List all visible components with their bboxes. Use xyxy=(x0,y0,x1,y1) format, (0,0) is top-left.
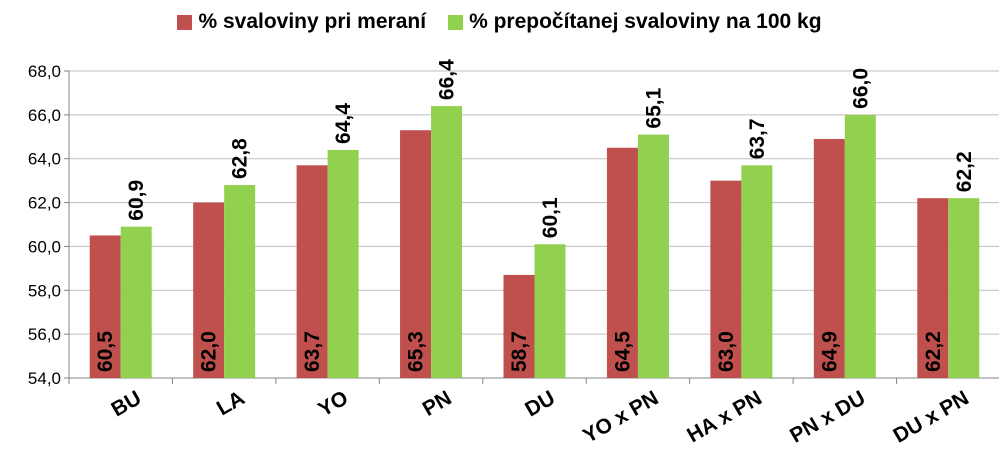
y-tick-label: 60,0 xyxy=(28,237,61,256)
data-label-series-2: 66,0 xyxy=(849,68,872,109)
legend-item-series-1: % svaloviny pri meraní xyxy=(177,10,426,34)
data-label-series-2: 62,2 xyxy=(953,151,976,192)
bar-series-2 xyxy=(534,244,566,378)
y-tick-label: 66,0 xyxy=(28,106,61,125)
x-tick-label: PN xyxy=(419,386,456,421)
x-tick-label: DU x PN xyxy=(890,386,973,447)
data-label-series-1: 62,2 xyxy=(922,331,945,372)
bar-series-2 xyxy=(120,226,152,378)
bar-series-1 xyxy=(193,202,225,378)
legend-swatch-series-2 xyxy=(448,14,464,30)
bar-series-1 xyxy=(813,138,845,378)
bar-series-2 xyxy=(741,165,773,378)
bar-series-1 xyxy=(917,198,949,378)
bar-series-2 xyxy=(431,106,463,378)
x-tick-label: PN x DU xyxy=(786,386,869,447)
data-label-series-2: 65,1 xyxy=(642,87,665,128)
data-label-series-2: 63,7 xyxy=(746,118,769,159)
data-label-series-1: 64,5 xyxy=(611,331,634,372)
data-label-series-1: 63,0 xyxy=(715,331,738,372)
legend-swatch-series-1 xyxy=(177,14,193,30)
bar-series-2 xyxy=(948,198,980,378)
data-label-series-1: 64,9 xyxy=(818,331,841,372)
y-tick-label: 56,0 xyxy=(28,325,61,344)
x-tick-label: HA x PN xyxy=(683,386,766,447)
bar-series-1 xyxy=(400,130,432,378)
y-tick-label: 64,0 xyxy=(28,150,61,169)
data-label-series-1: 62,0 xyxy=(198,331,221,372)
data-label-series-1: 60,5 xyxy=(94,331,117,372)
x-tick-label: YO xyxy=(314,386,352,421)
data-label-series-2: 60,9 xyxy=(125,180,148,221)
data-label-series-2: 62,8 xyxy=(229,138,252,179)
data-label-series-2: 64,4 xyxy=(332,103,355,144)
bar-series-2 xyxy=(327,149,359,378)
legend: % svaloviny pri meraní % prepočítanej sv… xyxy=(0,10,999,34)
data-label-series-1: 58,7 xyxy=(508,331,531,372)
y-tick-label: 58,0 xyxy=(28,281,61,300)
x-tick-label: BU xyxy=(107,386,145,421)
data-label-series-2: 60,1 xyxy=(539,197,562,238)
bar-series-1 xyxy=(89,235,121,378)
y-tick-label: 62,0 xyxy=(28,194,61,213)
bar-series-2 xyxy=(844,114,876,378)
x-tick-label: YO x PN xyxy=(579,386,662,447)
y-tick-label: 68,0 xyxy=(28,62,61,81)
y-tick-label: 54,0 xyxy=(28,369,61,388)
legend-label-series-1: % svaloviny pri meraní xyxy=(198,10,427,33)
data-label-series-2: 66,4 xyxy=(436,59,459,100)
bar-series-1 xyxy=(606,147,638,378)
legend-label-series-2: % prepočítanej svaloviny na 100 kg xyxy=(469,10,822,33)
x-tick-label: LA xyxy=(213,386,249,420)
bar-series-1 xyxy=(503,274,535,378)
bar-series-2 xyxy=(637,134,669,378)
bar-series-1 xyxy=(710,180,742,378)
legend-item-series-2: % prepočítanej svaloviny na 100 kg xyxy=(448,10,822,34)
bar-series-2 xyxy=(224,185,256,378)
data-label-series-1: 63,7 xyxy=(301,331,324,372)
x-tick-label: DU xyxy=(521,386,559,421)
bar-series-1 xyxy=(296,165,328,378)
data-label-series-1: 65,3 xyxy=(405,331,428,372)
